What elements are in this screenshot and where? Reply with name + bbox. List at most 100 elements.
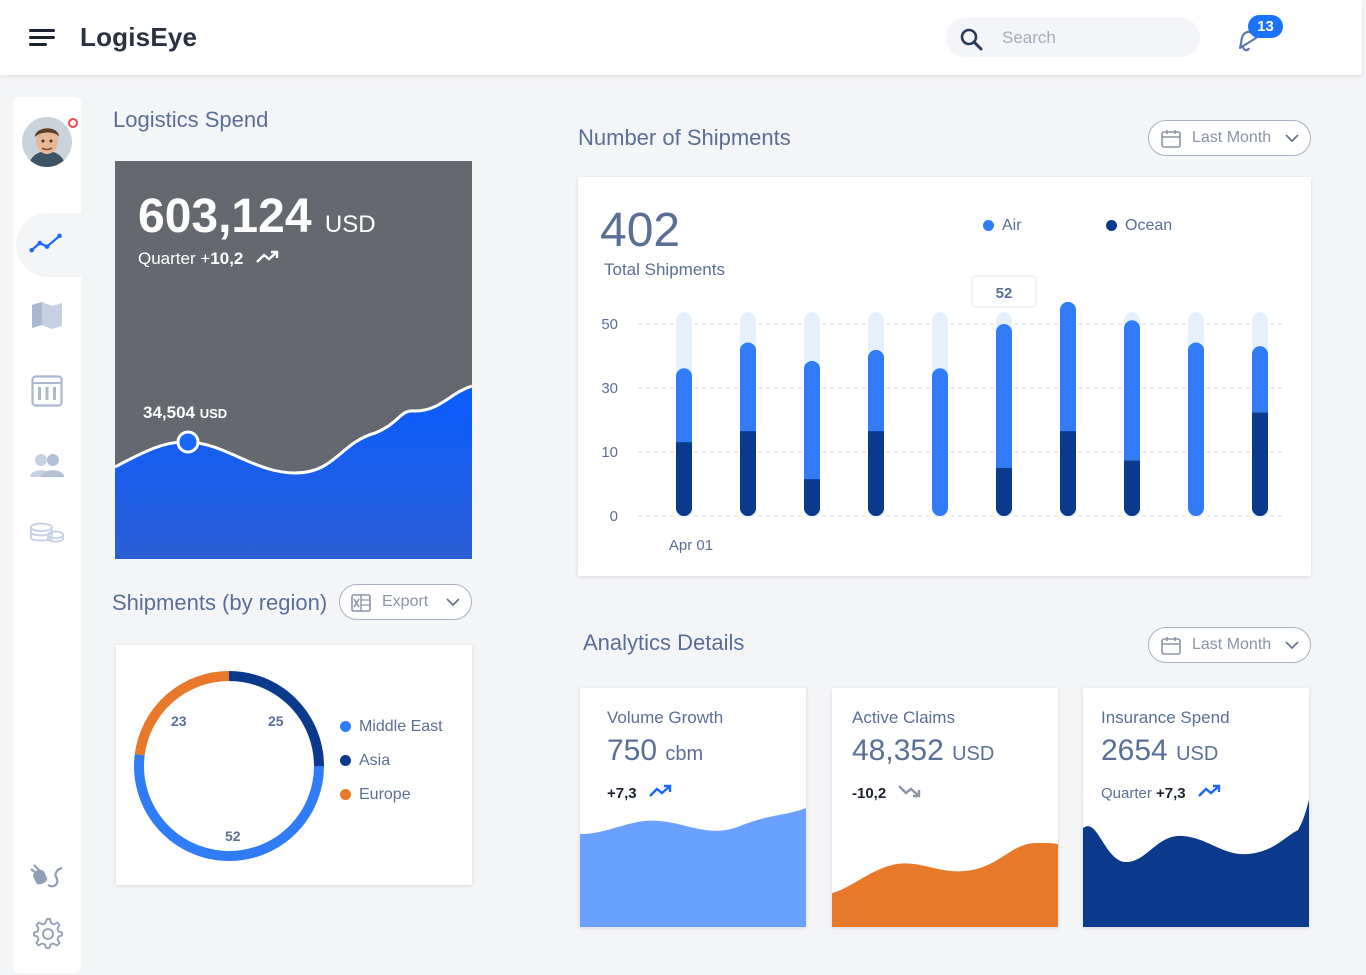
export-button[interactable]: Export	[339, 584, 472, 620]
sidebar-active-highlight	[16, 213, 90, 277]
insurance-spend-card[interactable]: Insurance Spend 2654 USD Quarter +7,3	[1083, 688, 1309, 927]
spend-point-marker	[176, 430, 200, 454]
volume-growth-card[interactable]: Volume Growth 750 cbm +7,3	[580, 688, 806, 927]
calendar-icon	[1161, 130, 1181, 148]
spend-quarter-change: Quarter +10,2	[138, 249, 280, 269]
donut-label-europe: 23	[171, 713, 187, 729]
shipments-card: 402 Total Shipments Air Ocean 0 10 30 50 Apr…	[578, 177, 1311, 576]
logistics-spend-title: Logistics Spend	[113, 107, 269, 132]
card-change: +7,3	[607, 784, 673, 802]
gear-icon	[33, 918, 63, 949]
spend-amount: 603,124 USD	[138, 190, 376, 243]
top-bar: LogisEye 13	[0, 0, 1362, 75]
card-title: Insurance Spend	[1101, 708, 1230, 727]
sidebar-item-finance[interactable]	[29, 515, 65, 551]
trend-up-icon	[1197, 784, 1221, 797]
card-change: -10,2	[852, 784, 922, 802]
donut-slice-middle-east[interactable]	[134, 754, 324, 861]
card-change: Quarter +7,3	[1101, 784, 1222, 802]
analytics-title: Analytics Details	[583, 630, 745, 655]
card-title: Volume Growth	[607, 708, 724, 727]
volume-wave	[580, 808, 806, 927]
y-tick-label: 30	[601, 380, 618, 397]
donut-slice-europe[interactable]	[134, 671, 230, 756]
trend-up-icon	[648, 784, 671, 797]
bar-ocean[interactable]	[804, 479, 820, 516]
legend-europe: Europe	[340, 786, 411, 804]
y-tick-label: 50	[601, 316, 618, 333]
bar-ocean[interactable]	[1060, 431, 1076, 516]
analytics-icon	[29, 233, 62, 253]
donut-label-asia: 25	[268, 713, 284, 729]
shipments-period-dropdown[interactable]: Last Month	[1148, 120, 1311, 156]
export-label: Export	[382, 593, 429, 610]
bar-air[interactable]	[804, 360, 820, 516]
search-icon[interactable]	[959, 27, 983, 51]
card-value: 2654 USD	[1101, 734, 1219, 767]
legend-ocean: Ocean	[1106, 217, 1172, 235]
map-icon	[32, 302, 62, 329]
sidebar-item-map[interactable]	[29, 297, 65, 333]
shipments-period-label: Last Month	[1192, 129, 1272, 146]
logistics-spend-card: 603,124 USD Quarter +10,2 34,504 USD	[115, 161, 472, 559]
sidebar	[13, 97, 90, 973]
region-title: Shipments (by region)	[112, 590, 328, 615]
bar-air[interactable]	[1188, 342, 1204, 516]
card-title: Active Claims	[852, 708, 955, 727]
chevron-down-icon	[1285, 641, 1299, 650]
search-input[interactable]	[1002, 18, 1192, 57]
y-tick-label: 0	[610, 508, 618, 525]
bar-tooltip: 52	[971, 275, 1037, 308]
x-tick-label: Apr 01	[669, 537, 713, 554]
bar-ocean[interactable]	[868, 431, 884, 516]
shipments-bar-chart: 0 10 30 50 Apr 01 52	[601, 275, 1284, 554]
donut-label-middle-east: 52	[225, 828, 241, 844]
bar-ocean[interactable]	[1124, 460, 1140, 516]
y-tick-label: 10	[601, 444, 618, 461]
chevron-down-icon	[1285, 134, 1299, 143]
analytics-period-dropdown[interactable]: Last Month	[1148, 627, 1311, 663]
card-value: 48,352 USD	[852, 734, 995, 767]
legend-middle-east: Middle East	[340, 718, 443, 736]
bar-ocean[interactable]	[1252, 412, 1268, 516]
sidebar-item-analytics[interactable]	[29, 225, 65, 261]
total-shipments-label: Total Shipments	[604, 260, 725, 279]
excel-icon	[351, 594, 371, 612]
trend-down-icon	[898, 785, 921, 798]
shipments-title: Number of Shipments	[578, 125, 791, 150]
sidebar-item-settings[interactable]	[29, 915, 65, 951]
donut-slice-asia[interactable]	[228, 671, 324, 767]
legend-asia: Asia	[340, 752, 390, 770]
columns-icon	[31, 375, 63, 407]
bar-air[interactable]	[932, 368, 948, 516]
spend-area-chart	[115, 384, 472, 559]
sidebar-item-board[interactable]	[29, 373, 65, 409]
search-box	[946, 18, 1200, 57]
menu-icon[interactable]	[29, 29, 55, 47]
active-claims-card[interactable]: Active Claims 48,352 USD -10,2	[832, 688, 1058, 927]
bar-ocean[interactable]	[996, 468, 1012, 516]
total-shipments-value: 402	[600, 204, 681, 257]
app-title: LogisEye	[80, 22, 198, 52]
spend-point-label: 34,504 USD	[143, 403, 228, 422]
avatar[interactable]	[22, 117, 72, 167]
sidebar-item-integrations[interactable]	[29, 859, 65, 895]
users-icon	[30, 454, 64, 477]
notification-badge: 13	[1248, 15, 1283, 38]
bar-ocean[interactable]	[676, 442, 692, 516]
status-indicator	[68, 118, 78, 128]
svg-text:52: 52	[996, 285, 1013, 302]
region-donut-chart	[134, 671, 324, 861]
legend-air: Air	[983, 217, 1022, 235]
sidebar-item-users[interactable]	[29, 447, 65, 483]
insurance-wave	[1083, 800, 1309, 927]
bar-ocean[interactable]	[740, 431, 756, 516]
plug-icon	[30, 864, 63, 888]
analytics-period-label: Last Month	[1192, 636, 1272, 653]
trend-up-icon	[256, 250, 279, 263]
chevron-down-icon	[446, 598, 460, 607]
coins-icon	[29, 522, 65, 543]
card-value: 750 cbm	[607, 734, 704, 767]
region-card: 23 25 52 Middle East Asia Europe	[116, 645, 472, 885]
calendar-icon	[1161, 637, 1181, 655]
